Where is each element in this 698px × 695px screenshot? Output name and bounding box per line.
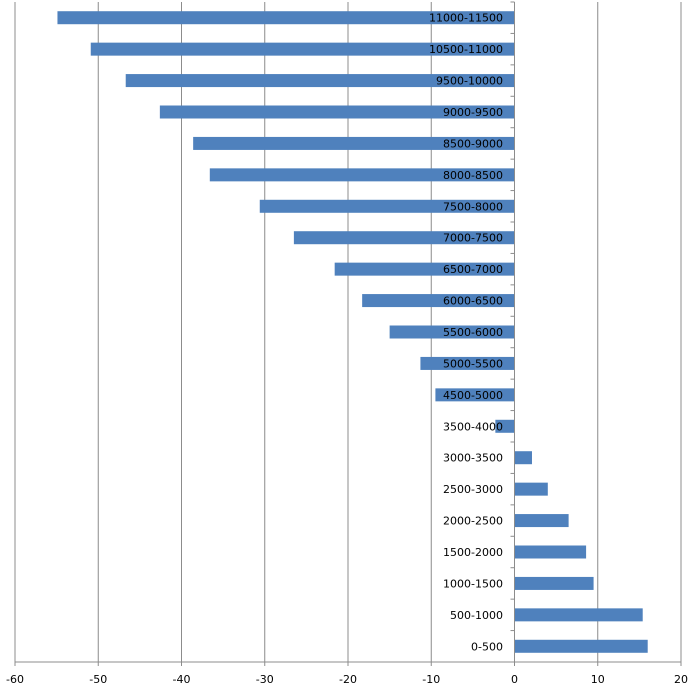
category-label: 7500-8000 [443,200,503,213]
category-label: 6000-6500 [443,295,503,308]
bar [495,419,515,433]
category-labels: 0-500 500-1000 1000-1500 1500-2000 2000-2500… [429,12,503,654]
category-label: 0-500 [471,640,503,653]
bar [514,639,648,653]
category-label: 1000-1500 [443,577,503,590]
x-tick-label: -60 [6,673,24,686]
x-tick-label: 0 [511,673,518,686]
bar [193,136,515,150]
bars [57,11,648,653]
category-label: 2500-3000 [443,483,503,496]
x-tick-label: 20 [674,673,688,686]
bar [514,482,548,496]
bar [293,231,515,245]
category-label: 4500-5000 [443,389,503,402]
category-label: 8500-9000 [443,137,503,150]
x-tick-label: 10 [591,673,605,686]
bar [57,11,515,25]
x-tick-label: -30 [256,673,274,686]
bar [209,168,515,182]
bar [514,576,594,590]
bar [514,514,569,528]
x-tick-label: -10 [422,673,440,686]
category-label: 5500-6000 [443,326,503,339]
category-label: 8000-8500 [443,169,503,182]
bar [435,388,515,402]
bar [389,325,515,339]
bar [90,42,515,56]
x-tick-label: -20 [339,673,357,686]
bar [514,545,587,559]
category-label: 10500-11000 [429,43,503,56]
bar [159,105,515,119]
category-label: 7000-7500 [443,232,503,245]
x-tick-label: -50 [89,673,107,686]
category-label: 3500-4000 [443,420,503,433]
category-label: 9000-9500 [443,106,503,119]
category-label: 9500-10000 [436,75,503,88]
category-label: 6500-7000 [443,263,503,276]
bar [514,451,532,465]
x-tick-labels: -60 -50 -40 -30 -20 -10 0 10 20 [6,673,688,686]
x-tick-label: -40 [173,673,191,686]
bar [362,294,515,308]
bar [420,356,515,370]
bar [259,199,515,213]
category-label: 5000-5500 [443,357,503,370]
category-label: 2000-2500 [443,515,503,528]
category-label: 3000-3500 [443,452,503,465]
bar [334,262,515,276]
category-label: 500-1000 [450,609,503,622]
bar [514,608,643,622]
axes [14,1,682,666]
category-label: 1500-2000 [443,546,503,559]
bar [125,74,515,88]
category-label: 11000-11500 [429,12,503,25]
